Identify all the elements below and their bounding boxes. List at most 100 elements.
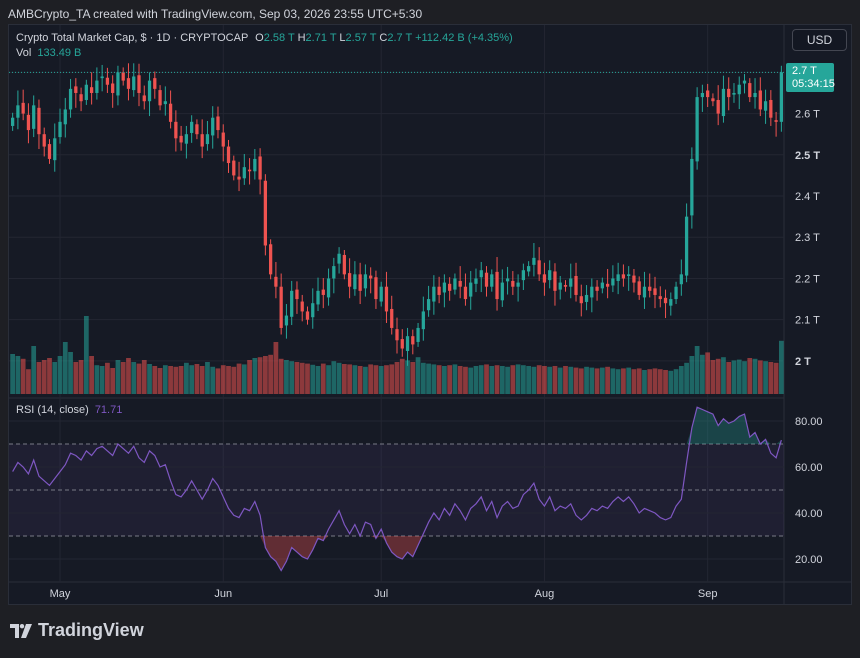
price-tick-label: 2.6 T bbox=[795, 109, 820, 121]
candle-body bbox=[242, 167, 246, 179]
currency-button[interactable]: USD bbox=[792, 29, 847, 51]
volume-bar bbox=[220, 365, 226, 394]
candle-body bbox=[684, 216, 689, 276]
volume-bar bbox=[178, 366, 184, 394]
tradingview-brand: TradingView bbox=[38, 620, 144, 640]
candle-body bbox=[463, 286, 468, 300]
price-tick-label: 2.3 T bbox=[795, 232, 820, 244]
volume-bar bbox=[647, 369, 653, 394]
candle-body bbox=[321, 289, 325, 295]
volume-bar bbox=[726, 362, 732, 394]
rsi-tick-label: 80.00 bbox=[795, 416, 823, 428]
candle-body bbox=[269, 244, 273, 275]
candle-body bbox=[600, 282, 604, 289]
candle-body bbox=[369, 275, 373, 279]
candle-body bbox=[95, 80, 99, 93]
volume-bar bbox=[394, 362, 400, 394]
candle-body bbox=[642, 286, 647, 298]
candle-body bbox=[205, 134, 210, 145]
candle-body bbox=[111, 83, 115, 93]
candle-body bbox=[516, 282, 520, 287]
volume-bar bbox=[231, 366, 237, 394]
rsi-tick-label: 20.00 bbox=[795, 554, 823, 566]
volume-bar bbox=[678, 366, 684, 394]
volume-bar bbox=[268, 354, 274, 394]
volume-bar bbox=[157, 368, 163, 394]
volume-bar bbox=[452, 364, 458, 394]
candle-body bbox=[674, 286, 678, 300]
volume-bar bbox=[752, 358, 758, 394]
symbol-title[interactable]: Crypto Total Market Cap, $ · 1D · CRYPTO… bbox=[16, 32, 249, 44]
volume-bar bbox=[605, 366, 610, 394]
candle-body bbox=[616, 274, 620, 281]
candle-body bbox=[416, 327, 420, 342]
candle-body bbox=[353, 274, 357, 290]
candle-body bbox=[579, 296, 583, 304]
candle-body bbox=[774, 120, 778, 122]
volume-bar bbox=[705, 352, 711, 394]
candle-body bbox=[16, 105, 20, 118]
volume-label[interactable]: Vol bbox=[16, 47, 32, 59]
volume-bar bbox=[73, 362, 79, 394]
candle-body bbox=[74, 86, 78, 93]
volume-bar bbox=[273, 342, 279, 394]
rsi-label[interactable]: RSI (14, close) bbox=[16, 404, 89, 416]
candle-body bbox=[479, 270, 483, 278]
volume-bar bbox=[284, 360, 289, 394]
candle-body bbox=[89, 87, 94, 93]
candle-body bbox=[216, 116, 220, 131]
candle-body bbox=[574, 275, 578, 295]
volume-bar bbox=[642, 370, 647, 394]
candle-body bbox=[390, 308, 394, 328]
volume-bar bbox=[194, 364, 200, 394]
volume-bar bbox=[247, 360, 252, 394]
volume-bar bbox=[62, 342, 68, 394]
volume-bar bbox=[515, 364, 521, 394]
volume-bar bbox=[368, 364, 374, 394]
candle-body bbox=[474, 278, 478, 284]
candle-body bbox=[347, 273, 352, 287]
candle-body bbox=[584, 294, 589, 302]
volume-bar bbox=[626, 367, 632, 394]
volume-bar bbox=[357, 366, 363, 394]
volume-bar bbox=[57, 356, 63, 394]
volume-bar bbox=[68, 352, 73, 394]
candle-body bbox=[105, 77, 110, 85]
candle-body bbox=[379, 286, 383, 302]
chart-frame[interactable] bbox=[8, 24, 852, 605]
volume-bar bbox=[510, 365, 516, 394]
candle-body bbox=[769, 99, 773, 118]
candle-body bbox=[174, 121, 178, 139]
candle-body bbox=[137, 75, 141, 93]
candle-body bbox=[442, 282, 447, 293]
volume-bar bbox=[636, 368, 642, 394]
candle-body bbox=[721, 88, 726, 117]
volume-bar bbox=[505, 366, 510, 394]
volume-bar bbox=[363, 366, 368, 394]
volume-bar bbox=[399, 358, 405, 394]
volume-bar bbox=[610, 368, 616, 394]
volume-bar bbox=[126, 358, 131, 394]
candle-body bbox=[63, 109, 67, 125]
candle-body bbox=[621, 274, 626, 279]
rsi-oversold-fill bbox=[12, 536, 782, 571]
volume-bar bbox=[415, 357, 421, 394]
volume-bar bbox=[621, 368, 626, 394]
candle-body bbox=[274, 276, 278, 287]
candle-body bbox=[221, 132, 225, 147]
volume-bar bbox=[199, 366, 205, 394]
volume-bar bbox=[326, 365, 331, 394]
volume-bar bbox=[115, 360, 121, 394]
candle-body bbox=[700, 92, 705, 98]
volume-bar bbox=[405, 360, 410, 394]
volume-bar bbox=[773, 362, 779, 394]
candle-body bbox=[569, 278, 573, 287]
candle-body bbox=[663, 297, 668, 304]
candle-body bbox=[590, 286, 594, 298]
volume-bar bbox=[83, 316, 89, 394]
volume-bar bbox=[542, 366, 547, 394]
candle-body bbox=[706, 90, 710, 98]
candle-body bbox=[153, 78, 157, 89]
price-tick-label: 2.1 T bbox=[795, 315, 820, 327]
